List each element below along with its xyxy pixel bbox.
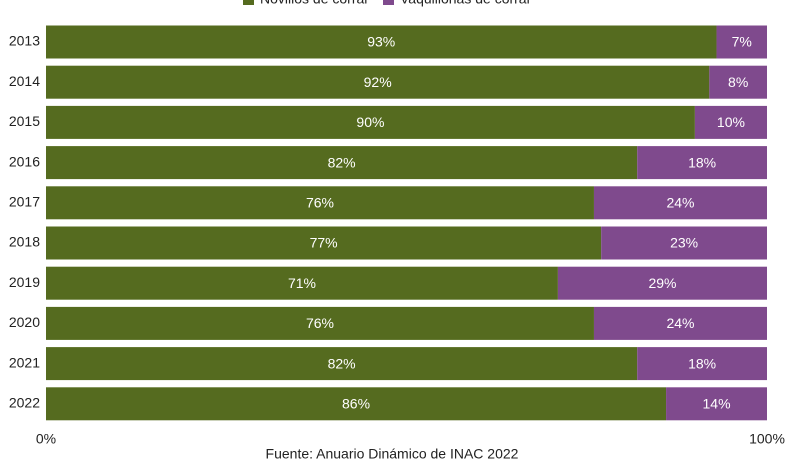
value-label: 14% <box>703 396 731 412</box>
bar-segment <box>716 25 767 59</box>
legend-swatch <box>383 0 394 5</box>
bar-segment <box>46 65 710 99</box>
bar-segment <box>709 65 767 99</box>
value-label: 76% <box>306 195 334 211</box>
y-tick-label: 2017 <box>9 194 40 210</box>
bar-segment <box>601 226 767 260</box>
y-tick-label: 2021 <box>9 354 40 370</box>
bar-segment <box>694 105 767 139</box>
value-label: 93% <box>367 34 395 50</box>
bar-segment <box>637 347 767 381</box>
bar-segment <box>46 266 558 300</box>
source-note: Fuente: Anuario Dinámico de INAC 2022 <box>266 446 519 462</box>
bar-segment <box>46 186 594 220</box>
y-tick-label: 2013 <box>9 33 40 49</box>
y-tick-label: 2015 <box>9 113 40 129</box>
value-label: 24% <box>666 315 694 331</box>
bar-segment <box>593 306 767 340</box>
bar-segment <box>666 387 767 421</box>
y-tick-label: 2019 <box>9 274 40 290</box>
bar-segment <box>46 387 667 421</box>
bar-segment <box>46 306 594 340</box>
value-label: 7% <box>732 34 752 50</box>
value-label: 71% <box>288 275 316 291</box>
bar-segment <box>46 25 717 59</box>
value-label: 77% <box>310 235 338 251</box>
bar-segment <box>593 186 767 220</box>
value-label: 92% <box>364 74 392 90</box>
value-label: 82% <box>328 154 356 170</box>
value-label: 90% <box>356 114 384 130</box>
bar-segment <box>46 105 695 139</box>
legend-label: Vaquillonas de corral <box>400 0 530 7</box>
y-tick-label: 2020 <box>9 314 40 330</box>
bar-segment <box>46 347 638 381</box>
value-label: 23% <box>670 235 698 251</box>
value-label: 18% <box>688 355 716 371</box>
y-tick-label: 2016 <box>9 153 40 169</box>
value-label: 29% <box>648 275 676 291</box>
y-tick-label: 2018 <box>9 234 40 250</box>
bar-segment <box>46 146 638 180</box>
y-tick-label: 2022 <box>9 395 40 411</box>
legend-label: Novillos de corral <box>260 0 367 7</box>
bar-segment <box>46 226 602 260</box>
legend-swatch <box>243 0 254 5</box>
value-label: 18% <box>688 154 716 170</box>
bar-segment <box>637 146 767 180</box>
value-label: 86% <box>342 396 370 412</box>
x-tick-label: 0% <box>36 431 56 447</box>
value-label: 82% <box>328 355 356 371</box>
value-label: 24% <box>666 195 694 211</box>
value-label: 8% <box>728 74 748 90</box>
value-label: 10% <box>717 114 745 130</box>
y-tick-label: 2014 <box>9 73 40 89</box>
value-label: 76% <box>306 315 334 331</box>
bar-segment <box>557 266 767 300</box>
x-tick-label: 100% <box>749 431 785 447</box>
